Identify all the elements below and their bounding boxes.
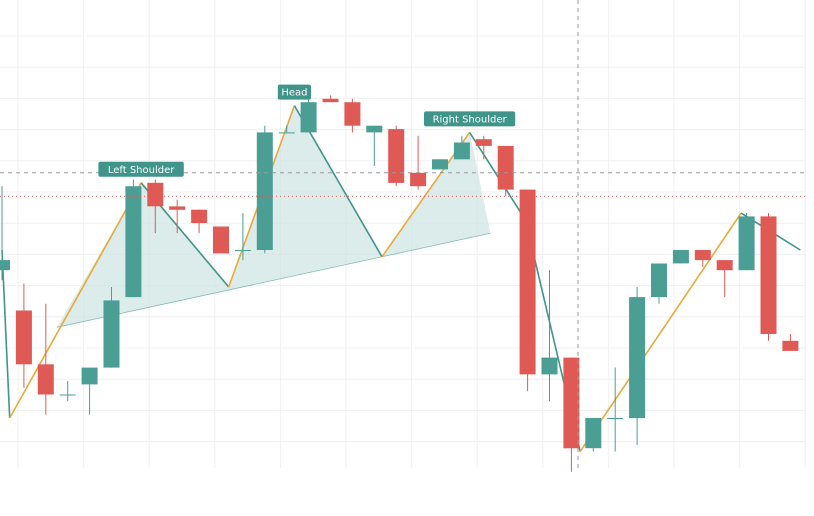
- candle-body: [15, 310, 32, 365]
- candle-body: [388, 129, 405, 183]
- candle-up: [541, 270, 558, 402]
- candle-body: [519, 189, 536, 375]
- candle-up: [59, 381, 76, 402]
- candle-body: [278, 132, 295, 134]
- candle-body: [541, 357, 558, 375]
- candle-up: [103, 287, 120, 368]
- candle-down: [322, 95, 339, 103]
- candle-body: [672, 250, 689, 264]
- candle-body: [147, 182, 164, 207]
- crosshair-and-price-line: [0, 0, 806, 468]
- candle-up: [234, 213, 251, 261]
- candle-down: [169, 199, 186, 234]
- candle-down: [410, 135, 427, 190]
- candle-down: [694, 250, 711, 267]
- candle-up: [278, 125, 295, 134]
- candle-down: [37, 303, 54, 415]
- candle-body: [651, 263, 667, 298]
- candle-up: [651, 263, 667, 304]
- candle-up: [453, 135, 470, 160]
- candle-body: [475, 139, 492, 146]
- pattern-label: Head: [277, 84, 311, 100]
- candle-up: [256, 125, 273, 254]
- neckline: [56, 232, 491, 328]
- pattern-label-text: Right Shoulder: [433, 114, 508, 125]
- pattern-label-background: [277, 84, 311, 100]
- candle-body: [432, 159, 448, 170]
- zigzag-down-leg: [468, 131, 527, 221]
- candle-up: [607, 367, 624, 452]
- candle-up: [125, 179, 142, 298]
- candle-down: [475, 135, 492, 160]
- candles: [0, 95, 799, 472]
- pattern-label: Right Shoulder: [424, 111, 516, 127]
- candle-body: [716, 260, 733, 271]
- candle-body: [497, 145, 514, 190]
- candle-body: [125, 186, 142, 298]
- candle-down: [213, 226, 229, 254]
- candle-down: [782, 334, 799, 351]
- candle-body: [0, 260, 10, 271]
- candle-up: [432, 159, 448, 170]
- candle-body: [37, 364, 54, 395]
- candle-up: [585, 418, 602, 452]
- candle-body: [213, 226, 229, 254]
- pattern-label-text: Head: [281, 88, 307, 99]
- candle-body: [300, 102, 317, 133]
- candle-body: [410, 172, 427, 187]
- zigzag-up-leg: [579, 212, 742, 453]
- candle-up: [629, 287, 646, 445]
- pattern-label-background: [98, 161, 184, 177]
- candle-body: [607, 418, 624, 419]
- candle-body: [366, 125, 383, 133]
- candle-down: [15, 283, 32, 388]
- candle-body: [103, 300, 120, 368]
- candle-body: [169, 206, 186, 210]
- candle-body: [760, 216, 777, 334]
- pattern-label: Left Shoulder: [98, 161, 184, 177]
- zigzag-up-leg: [9, 182, 142, 419]
- candle-down: [519, 189, 536, 392]
- candle-body: [234, 250, 251, 251]
- pattern-labels: Left Shoulder Head Right Shoulder: [98, 84, 516, 177]
- pattern-label-background: [424, 111, 516, 127]
- candle-down: [716, 260, 733, 298]
- candle-body: [191, 209, 208, 224]
- candle-up: [672, 250, 689, 264]
- pattern-shading: [56, 105, 491, 328]
- candle-body: [453, 142, 470, 160]
- candle-up: [81, 367, 98, 415]
- zigzag-down-leg: [1, 249, 11, 419]
- candle-body: [322, 98, 339, 103]
- candle-up: [738, 213, 755, 271]
- candle-body: [344, 102, 361, 126]
- candle-body: [59, 394, 76, 396]
- pattern-label-text: Left Shoulder: [108, 165, 175, 176]
- candle-body: [694, 250, 711, 261]
- candle-body: [81, 367, 98, 385]
- candle-down: [191, 209, 208, 234]
- candle-body: [256, 132, 273, 250]
- candle-down: [388, 125, 405, 187]
- candle-body: [629, 297, 646, 419]
- candle-up: [300, 95, 317, 133]
- candle-down: [760, 213, 777, 341]
- candle-up: [366, 125, 383, 166]
- candle-down: [497, 145, 514, 197]
- candle-down: [563, 357, 580, 472]
- pattern-area: [56, 105, 491, 328]
- candle-down: [147, 179, 164, 234]
- candle-body: [738, 216, 755, 271]
- candle-body: [585, 418, 602, 449]
- candle-down: [344, 98, 361, 133]
- candle-body: [782, 340, 799, 351]
- candle-up: [0, 186, 10, 281]
- candle-body: [563, 357, 580, 449]
